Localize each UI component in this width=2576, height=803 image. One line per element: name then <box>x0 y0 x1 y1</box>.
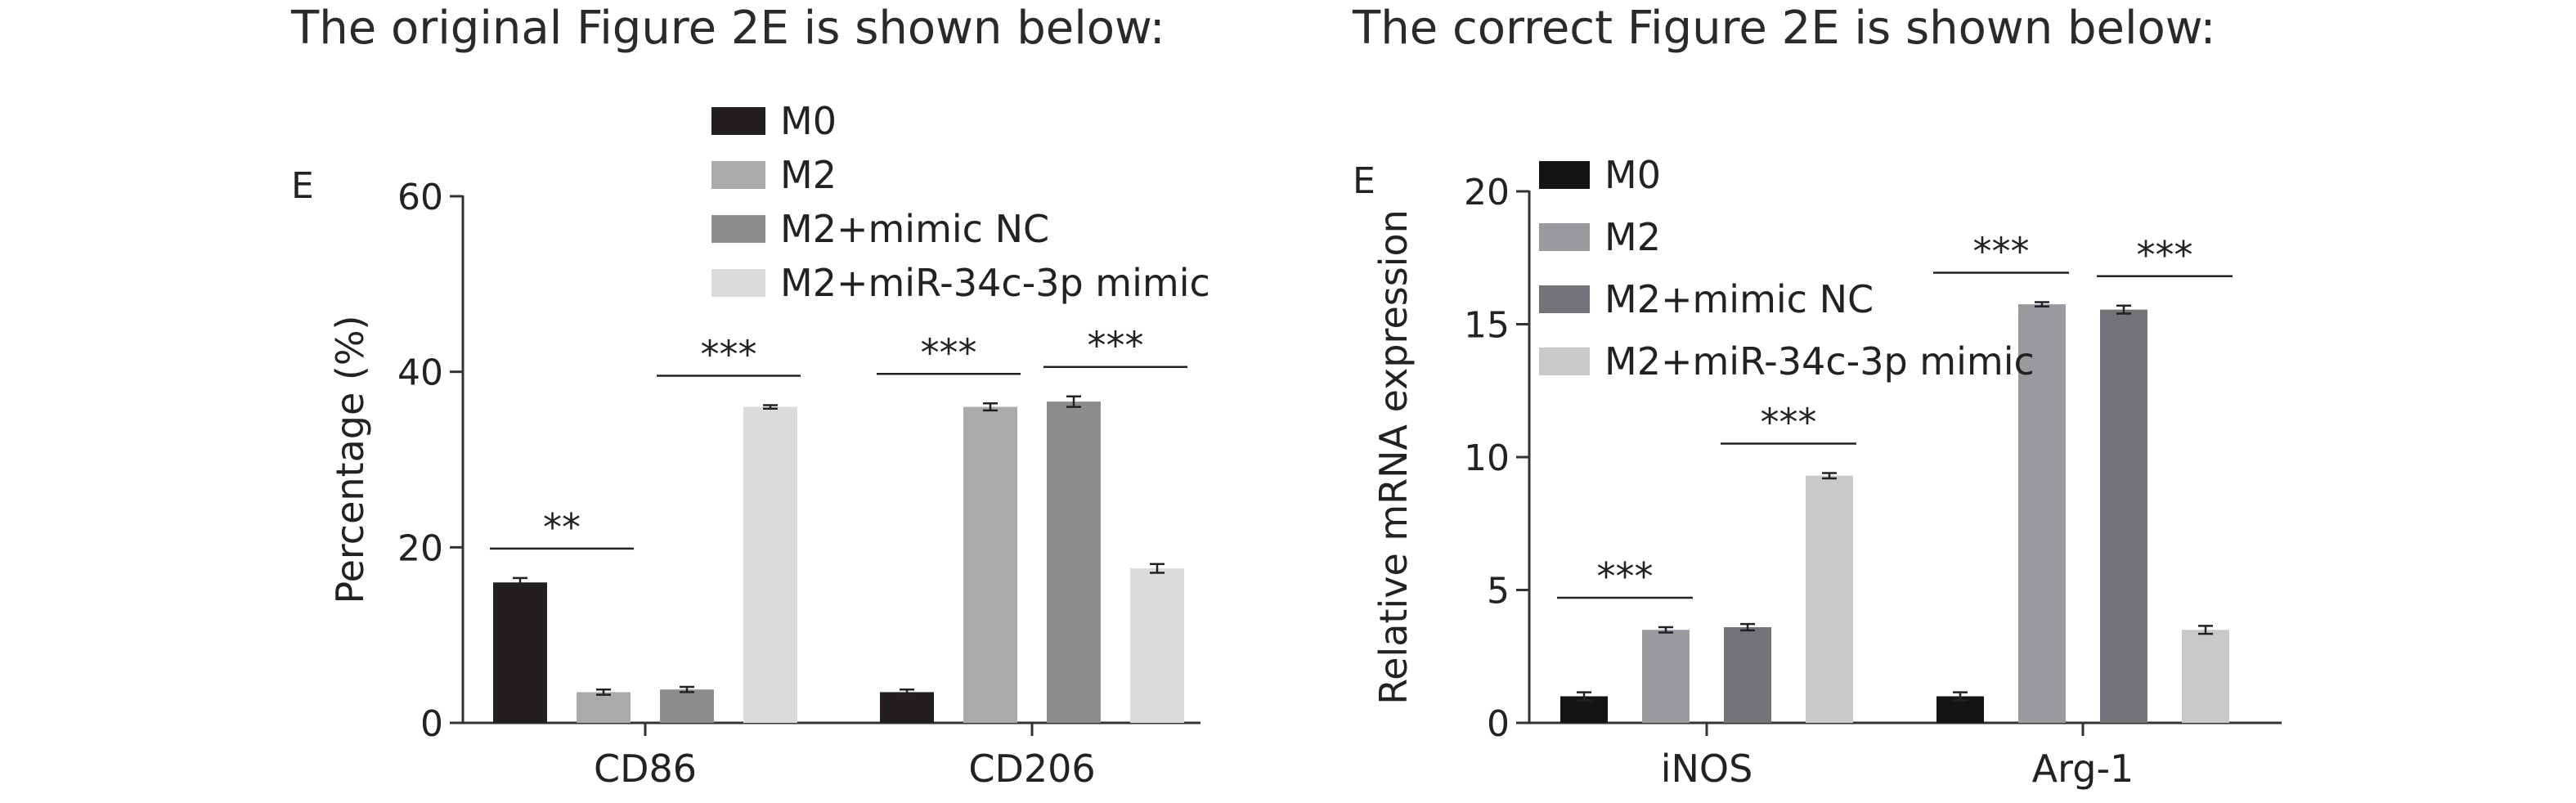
y-tick-label: 60 <box>397 177 443 218</box>
bar <box>577 692 631 723</box>
y-tick-label: 0 <box>1487 703 1510 745</box>
x-tick-label: Arg-1 <box>2032 747 2134 791</box>
legend-swatch <box>1539 223 1590 251</box>
legend-swatch <box>711 215 765 243</box>
legend-label: M2+mimic NC <box>780 207 1049 251</box>
bar <box>1806 475 1853 723</box>
y-tick-label: 0 <box>420 703 443 745</box>
significance-label: *** <box>921 330 977 375</box>
panel-label: E <box>1353 160 1376 202</box>
bar <box>1724 627 1771 723</box>
panel-label: E <box>291 165 314 207</box>
legend-swatch <box>1539 285 1590 313</box>
legend-label: M2+miR-34c-3p mimic <box>780 261 1210 305</box>
bar <box>2182 630 2229 723</box>
legend-label: M0 <box>1604 153 1661 197</box>
legend-label: M2+mimic NC <box>1604 277 1874 321</box>
y-axis-title: Relative mRNA expression <box>1371 209 1416 705</box>
y-axis-title: Percentage (%) <box>328 316 372 604</box>
left-heading: The original Figure 2E is shown below: <box>291 2 1165 55</box>
bar <box>963 406 1017 723</box>
right-heading: The correct Figure 2E is shown below: <box>1353 2 2216 55</box>
bar <box>2018 304 2066 723</box>
legend-label: M0 <box>780 99 837 143</box>
legend-label: M2+miR-34c-3p mimic <box>1604 339 2035 384</box>
y-tick-label: 5 <box>1487 571 1510 612</box>
significance-label: *** <box>2137 233 2193 277</box>
bar <box>493 582 547 723</box>
bar <box>2100 309 2147 723</box>
y-tick-label: 20 <box>397 527 443 569</box>
legend-swatch <box>711 161 765 189</box>
legend-label: M2 <box>1604 215 1661 259</box>
y-tick-label: 40 <box>397 352 443 394</box>
y-tick-label: 10 <box>1464 437 1510 479</box>
bar <box>1130 568 1184 723</box>
y-tick-label: 20 <box>1464 172 1510 213</box>
chart-corrected: E 0 5 10 15 20 Relative mRNA expression iNOS Arg… <box>1353 153 2282 791</box>
x-tick-label: iNOS <box>1661 747 1753 791</box>
significance-label: ** <box>543 505 581 550</box>
bar <box>880 692 934 723</box>
bar <box>743 406 797 723</box>
y-tick-label: 15 <box>1464 305 1510 347</box>
significance-label: *** <box>1597 554 1654 599</box>
legend-swatch <box>1539 161 1590 189</box>
bar <box>1047 402 1101 723</box>
legend-label: M2 <box>780 153 837 197</box>
significance-label: *** <box>1088 324 1144 368</box>
bar <box>660 689 714 723</box>
bar <box>1642 630 1690 723</box>
legend-swatch <box>711 269 765 297</box>
significance-label: *** <box>701 332 757 376</box>
legend-swatch <box>711 107 765 135</box>
significance-label: *** <box>1761 401 1817 445</box>
x-tick-label: CD206 <box>968 747 1095 791</box>
x-tick-label: CD86 <box>594 747 697 791</box>
significance-label: *** <box>1973 230 2030 274</box>
legend-swatch <box>1539 348 1590 375</box>
